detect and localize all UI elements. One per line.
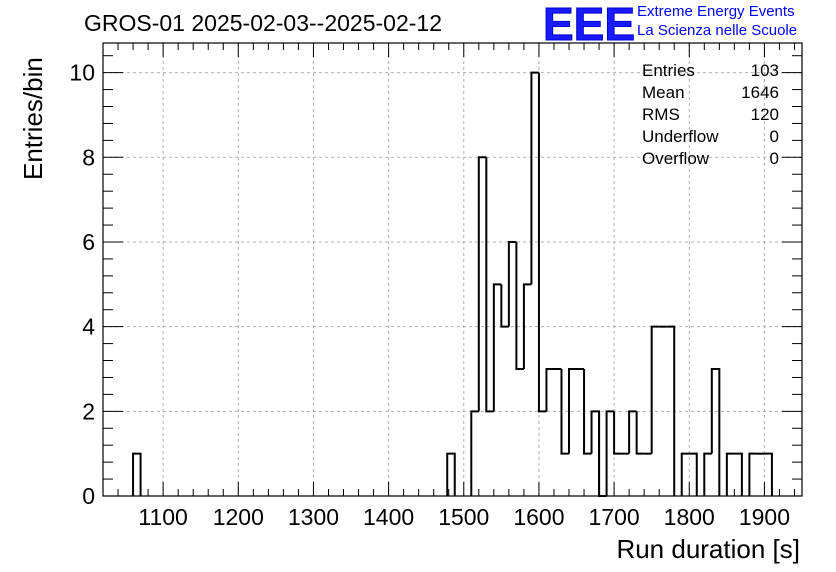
brand-line-1: Extreme Energy Events: [637, 3, 795, 20]
histogram-bin: [605, 410, 615, 496]
histogram-bin: [650, 325, 660, 454]
histogram-bin: [764, 452, 773, 496]
histogram-bin: [477, 156, 487, 412]
stats-label: RMS: [642, 105, 680, 124]
histogram-bin: [492, 283, 502, 412]
stats-row-entries: Entries 103: [642, 60, 779, 82]
x-tick-labels: 1100 1200 1300 1400 1500 1600 1700 1800 1900: [138, 504, 790, 530]
stats-value: 1646: [741, 83, 779, 102]
histogram-bin: [522, 283, 532, 369]
stats-value: 0: [769, 127, 779, 146]
stats-value: 0: [769, 149, 779, 168]
histogram-bin: [530, 71, 539, 285]
histogram-bin: [485, 157, 494, 413]
histogram-bin: [598, 411, 607, 497]
histogram-bin: [628, 410, 637, 454]
y-tick-label: 4: [82, 314, 95, 340]
histogram-bin: [500, 284, 509, 328]
y-tick-label: 0: [82, 483, 95, 509]
y-axis-label: Entries/bin: [18, 57, 48, 180]
y-tick-labels: 0 2 4 6 8 10: [69, 60, 95, 509]
eee-logo-text: EEE: [543, 2, 635, 46]
y-tick-label: 8: [82, 144, 95, 170]
histogram-bin: [545, 367, 554, 412]
histogram-bin: [635, 411, 645, 455]
x-tick-label: 1700: [589, 504, 640, 530]
x-tick-label: 1600: [513, 504, 564, 530]
axis-ticks: [102, 43, 802, 497]
x-tick-label: 1100: [138, 504, 187, 530]
y-tick-label: 10: [69, 60, 95, 86]
histogram-bin: [515, 241, 524, 370]
chart-title: GROS-01 2025-02-03--2025-02-12: [84, 10, 442, 36]
x-tick-label: 1200: [213, 504, 264, 530]
stats-row-rms: RMS 120: [642, 104, 779, 126]
stats-row-overflow: Overflow 0: [642, 148, 779, 170]
histogram-bin: [470, 410, 479, 496]
brand-line-2: La Scienza nelle Scuole: [637, 22, 798, 39]
stats-row-mean: Mean 1646: [642, 82, 779, 104]
histogram-bin: [507, 240, 517, 327]
histogram-bin: [666, 325, 676, 496]
plot-frame: [102, 42, 803, 497]
stats-label: Overflow: [642, 149, 710, 168]
stats-label: Mean: [642, 83, 685, 102]
histogram-bin: [725, 452, 735, 496]
histogram-bin: [748, 452, 757, 496]
x-tick-label: 1800: [664, 504, 715, 530]
stats-row-underflow: Underflow 0: [642, 126, 779, 148]
x-tick-label: 1300: [288, 504, 339, 530]
x-tick-label: 1900: [739, 504, 790, 530]
y-tick-label: 6: [82, 229, 95, 255]
histogram-bin: [613, 411, 622, 455]
histogram-bin: [703, 452, 712, 496]
histogram-bin: [537, 72, 547, 413]
histogram-bin: [710, 367, 721, 496]
histogram-bin: [568, 367, 577, 454]
x-tick-label: 1500: [438, 504, 489, 530]
stats-value: 103: [750, 61, 779, 80]
stats-box: Entries 103 Mean 1646 RMS 120 Underflow 0 Ov…: [642, 60, 779, 170]
stats-label: Entries: [642, 61, 695, 80]
eee-logo: EEE: [543, 2, 635, 46]
grid-lines: [103, 43, 802, 496]
histogram-bin: [680, 452, 690, 496]
histogram-bin: [583, 368, 592, 455]
brand-text: Extreme Energy Events La Scienza nelle S…: [637, 2, 797, 40]
histogram-bin: [446, 452, 456, 496]
histogram-bin: [689, 452, 698, 496]
y-tick-label: 2: [82, 398, 95, 424]
histogram-bin: [734, 452, 743, 496]
stats-value: 120: [750, 105, 779, 124]
histogram-bins: [132, 71, 773, 497]
x-axis-label: Run duration [s]: [616, 534, 800, 564]
histogram-bin: [132, 452, 142, 496]
stats-label: Underflow: [642, 127, 719, 146]
histogram-bin: [560, 368, 569, 455]
x-tick-label: 1400: [363, 504, 414, 530]
histogram-bin: [590, 410, 601, 496]
